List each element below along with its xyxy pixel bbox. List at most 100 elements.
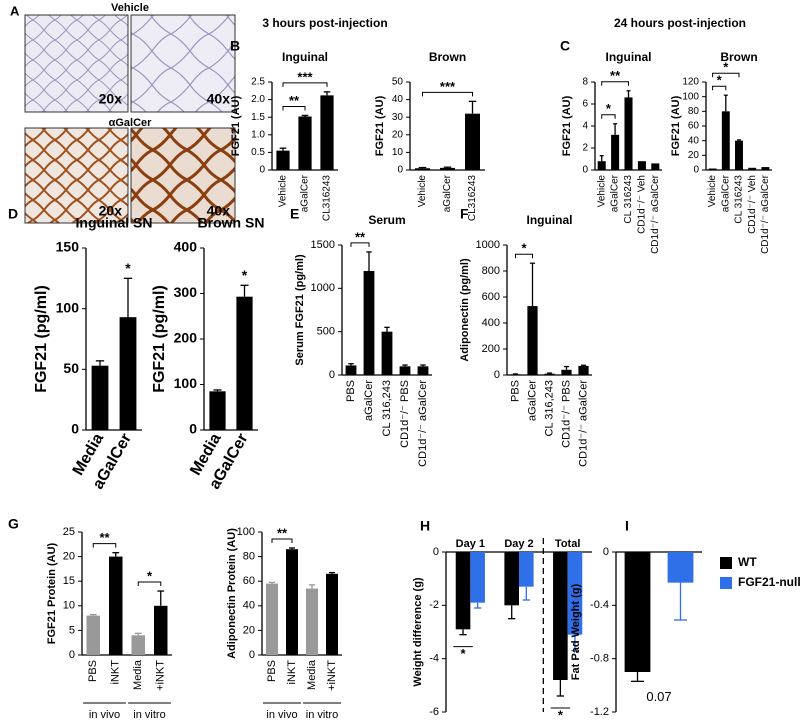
bar — [561, 369, 572, 375]
bar — [651, 163, 660, 170]
y-tick-label: 20 — [243, 624, 255, 636]
x-tick-label: PBS — [266, 660, 278, 682]
bar — [578, 365, 589, 375]
y-tick-label: 2 — [582, 143, 588, 154]
supertitle: 3 hours post-injection — [262, 16, 387, 30]
y-tick-label: -1.2 — [590, 706, 609, 718]
bar — [527, 306, 538, 375]
bar — [597, 161, 606, 170]
y-tick-label: 40 — [688, 135, 700, 146]
y-tick-label: 0 — [329, 369, 335, 381]
significance-bracket — [282, 82, 328, 87]
legend-swatch — [720, 577, 732, 589]
y-axis-label: Adiponectin (pg/ml) — [459, 258, 471, 362]
chart-title: Serum — [368, 213, 405, 227]
y-tick-label: -0.8 — [590, 653, 609, 665]
significance-bracket — [515, 253, 533, 259]
significance: *** — [297, 69, 313, 84]
y-tick-label: 0 — [433, 546, 439, 558]
bar — [637, 161, 646, 170]
bar — [109, 556, 123, 655]
bar — [417, 366, 429, 375]
y-tick-label: 200 — [482, 343, 500, 355]
significance: ** — [99, 530, 110, 545]
x-tick-label: Media — [132, 659, 144, 690]
y-tick-label: 200 — [174, 330, 198, 346]
bar — [91, 365, 109, 430]
x-tick-label: aGalCer — [526, 380, 538, 421]
bar — [510, 374, 521, 375]
bar — [721, 111, 730, 170]
significance-bracket — [712, 72, 740, 78]
y-tick-label: 1000 — [311, 282, 335, 294]
panel-letter: C — [560, 38, 570, 54]
y-tick-label: 0 — [259, 165, 265, 176]
significance-bracket — [137, 581, 162, 587]
y-tick-label: 0 — [582, 165, 588, 176]
significance: * — [723, 60, 729, 75]
y-tick-label: 50 — [392, 77, 404, 88]
significance: * — [125, 260, 131, 276]
y-tick-label: 40 — [243, 600, 255, 612]
x-tick-label: Vehicle — [707, 175, 718, 208]
y-tick-label: 100 — [682, 91, 699, 102]
significance: * — [521, 241, 527, 256]
bar — [667, 552, 694, 583]
legend-label: FGF21-null — [738, 575, 800, 589]
y-axis-label: FGF21 (AU) — [230, 95, 242, 156]
legend-swatch — [720, 557, 732, 569]
x-tick-label: CD1d⁻/⁻ aGalCer — [417, 380, 429, 467]
y-tick-label: 1.0 — [251, 129, 265, 140]
significance: * — [461, 646, 467, 661]
chart-title: Inguinal — [606, 50, 652, 64]
micrograph — [24, 127, 129, 224]
x-tick-label: CD1d⁻/⁻ Veh — [637, 175, 648, 234]
y-tick-label: 10 — [63, 600, 75, 612]
chart-title: Brown — [720, 50, 757, 64]
x-tick-label: Vehicle — [417, 175, 428, 208]
chart-title: Inguinal — [527, 213, 573, 227]
x-tick-label: CD1d⁻/⁻ Veh — [747, 175, 758, 234]
significance: *** — [440, 79, 456, 94]
bar — [708, 168, 717, 170]
y-tick-label: 20 — [392, 129, 404, 140]
y-axis-label: FGF21 (AU) — [561, 95, 573, 156]
y-tick-label: 2.5 — [251, 77, 265, 88]
y-tick-label: 20 — [63, 551, 75, 563]
supertitle: 24 hours post-injection — [614, 16, 746, 30]
bar — [86, 615, 100, 655]
y-tick-label: 25 — [63, 526, 75, 538]
panel-letter: I — [625, 518, 629, 534]
y-tick-label: 400 — [482, 317, 500, 329]
significance-bracket — [271, 538, 293, 543]
x-tick-label: Total — [555, 538, 580, 550]
bar — [735, 140, 743, 170]
y-tick-label: -4 — [429, 653, 439, 665]
bar — [624, 97, 633, 170]
y-tick-label: 300 — [174, 284, 198, 300]
y-tick-label: 50 — [63, 360, 79, 376]
y-tick-label: 0 — [71, 421, 79, 437]
micrograph — [24, 14, 129, 113]
significance: ** — [277, 525, 288, 540]
bar — [455, 552, 471, 630]
significance: ** — [289, 93, 300, 108]
y-axis-label: FGF21 Protein (AU) — [46, 542, 58, 644]
x-tick-label: iNKT — [110, 660, 122, 685]
significance-bracket — [601, 81, 629, 86]
significance-bracket — [350, 242, 370, 247]
x-tick-label: PBS — [345, 380, 357, 402]
x-tick-label: CD1d⁻/⁻ PBS — [560, 380, 572, 448]
x-tick-label: Day 2 — [504, 538, 533, 550]
significance: * — [242, 267, 248, 283]
y-tick-label: 0 — [69, 649, 75, 661]
group-label: in vitro — [133, 709, 165, 721]
x-tick-label: CD1d⁻/⁻ PBS — [399, 380, 411, 448]
bar — [465, 113, 480, 170]
x-tick-label: CL 316243 — [734, 175, 745, 224]
bar — [326, 573, 338, 655]
panel-a: A Vehicle αGalCer 20x 40x 20x 40x — [10, 2, 236, 224]
micrograph — [130, 127, 236, 224]
panel-letter: H — [420, 518, 430, 534]
